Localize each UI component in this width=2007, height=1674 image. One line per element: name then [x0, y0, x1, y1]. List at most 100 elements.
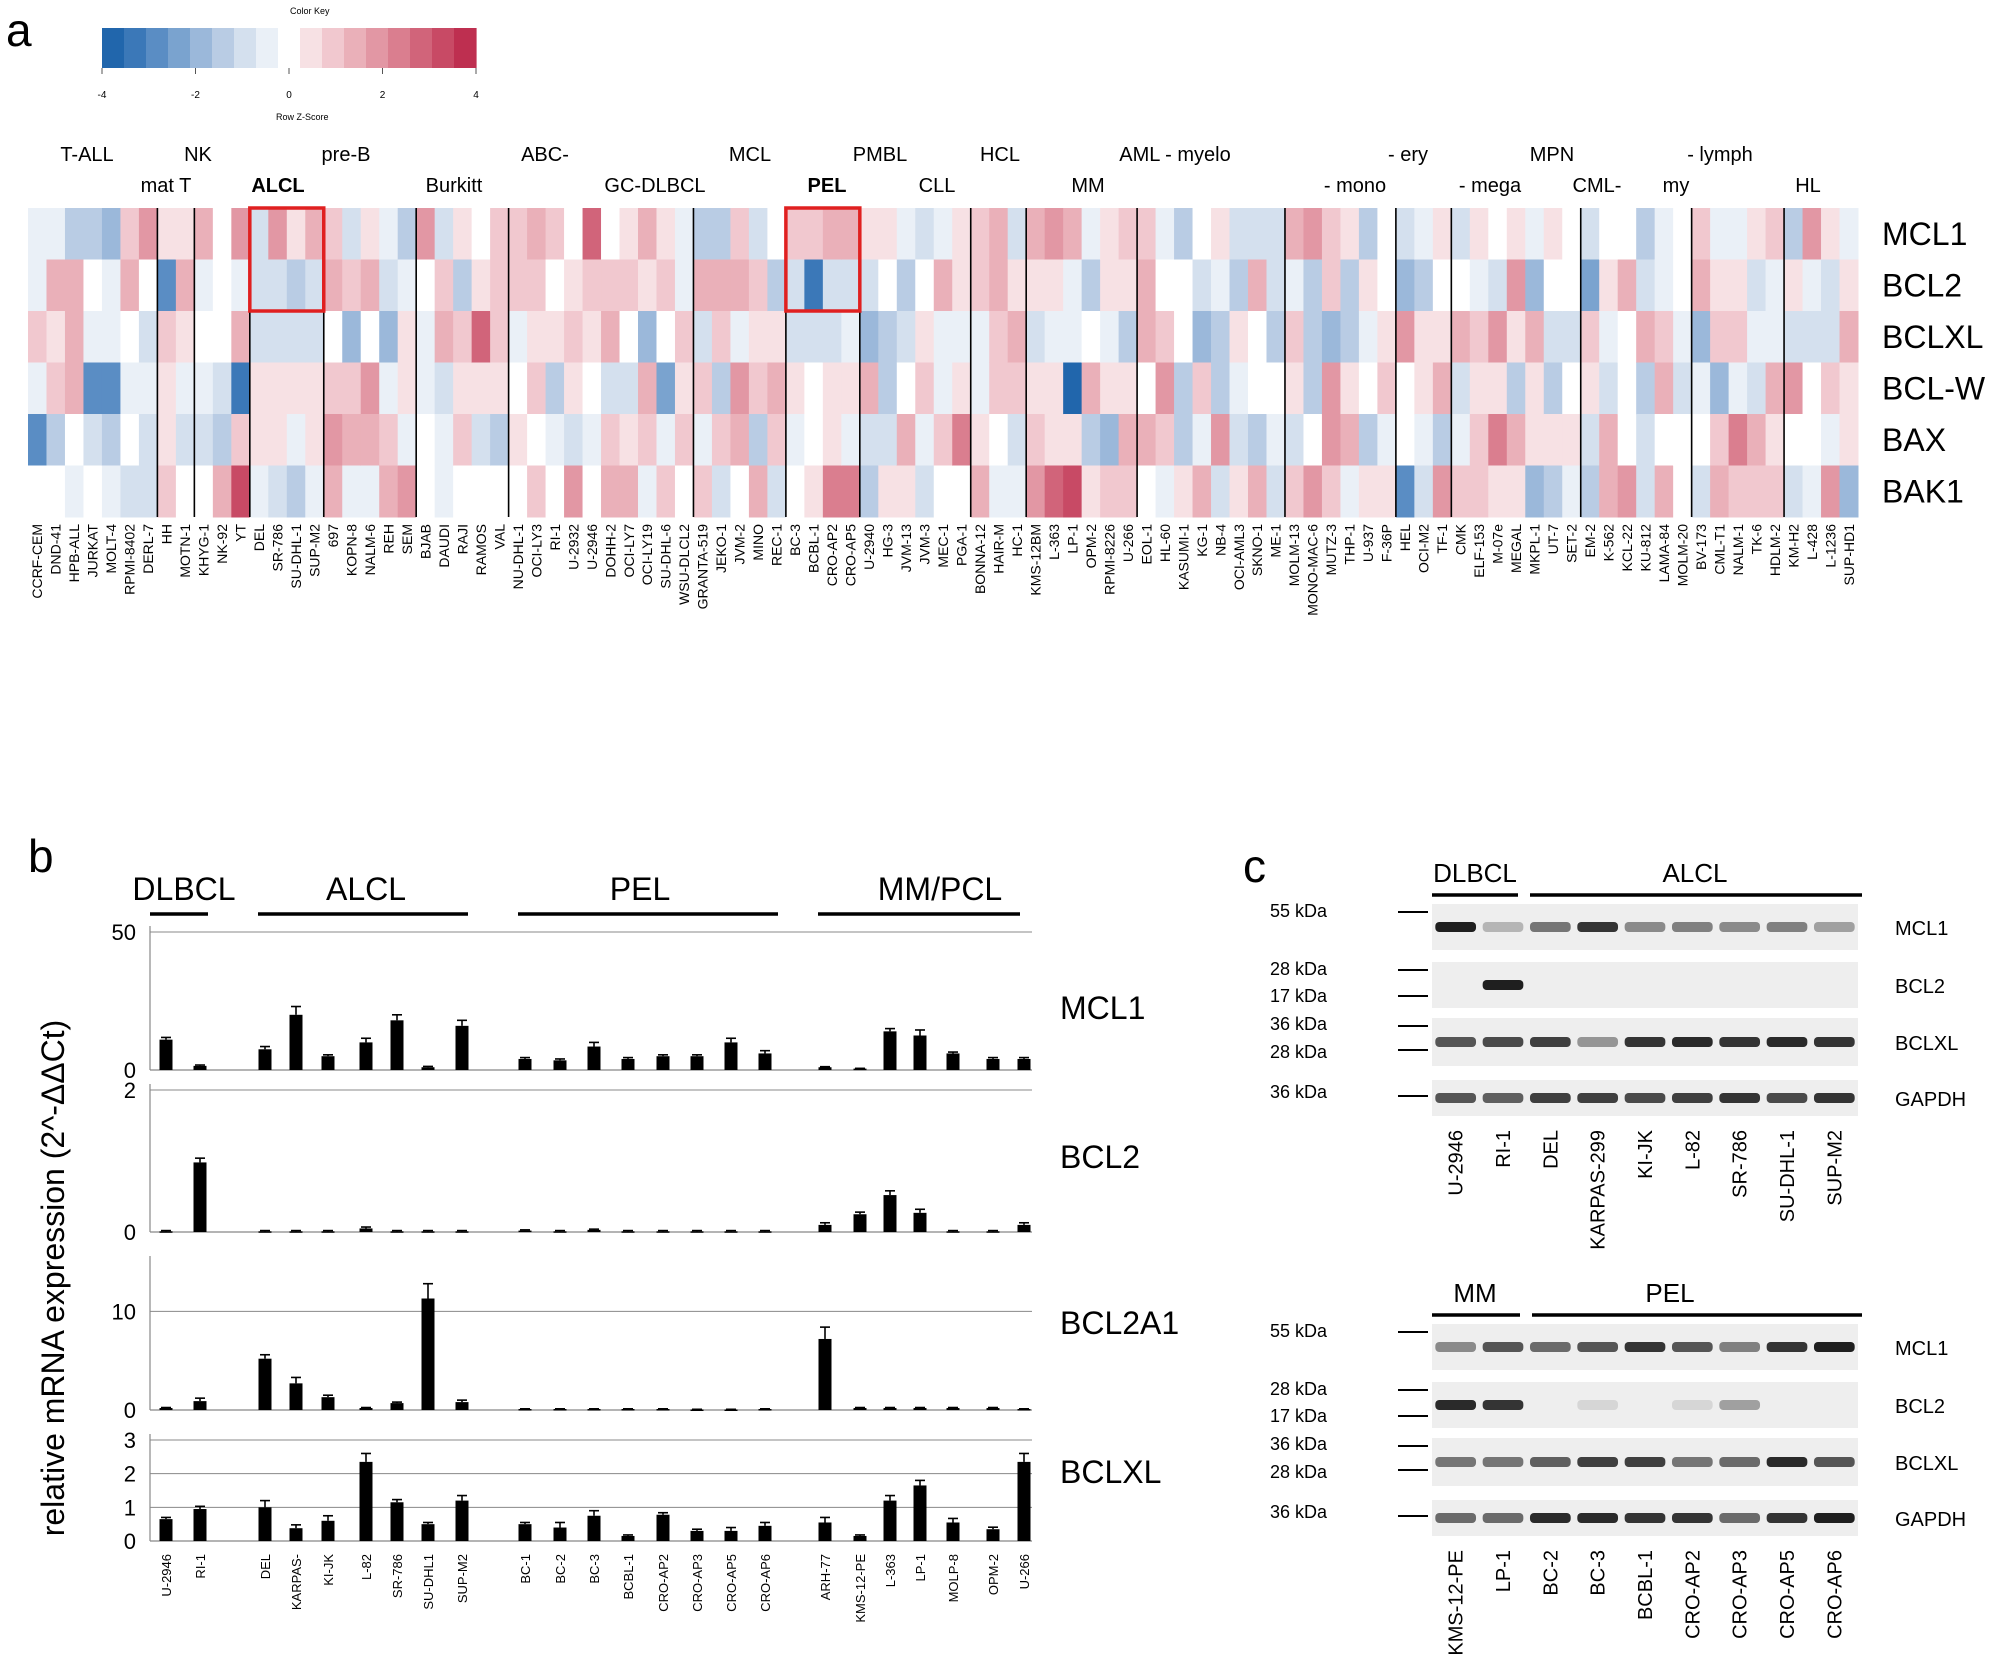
bar — [913, 1212, 927, 1232]
heatmap-cell — [711, 259, 731, 312]
heatmap-cell — [1081, 208, 1101, 260]
bar — [553, 1060, 567, 1070]
bar — [986, 1408, 1000, 1410]
heatmap-cell-line-label: MKPL-1 — [1527, 524, 1543, 575]
heatmap-cell — [83, 362, 103, 415]
blot-strip-bcl2: BCL2 — [1432, 962, 1945, 1008]
color-key-ticks: -4 -2 0 2 4 — [98, 68, 479, 101]
bar — [518, 1230, 532, 1233]
heatmap-cell — [767, 465, 787, 518]
heatmap-cell — [989, 465, 1009, 518]
bar — [690, 1056, 704, 1070]
bar — [321, 1397, 335, 1410]
y-tick-label: 0 — [124, 1058, 136, 1083]
heatmap-cell — [1081, 311, 1101, 363]
bar — [946, 1408, 960, 1410]
panel-b-label: b — [28, 830, 54, 882]
heatmap-cell-line-label: PGA-1 — [953, 524, 969, 566]
heatmap-cell — [268, 311, 288, 363]
heatmap-cell — [434, 208, 454, 260]
heatmap-cell — [397, 414, 417, 466]
heatmap-cell — [1063, 259, 1083, 312]
heatmap-cell-line-label: SU-DHL-1 — [288, 524, 304, 589]
blot-marker-label: 36 kDa — [1270, 1014, 1328, 1034]
heatmap-cell — [1340, 208, 1360, 260]
heatmap-cell — [1174, 259, 1194, 312]
heatmap-cell-line-label: KMS-12BM — [1027, 524, 1043, 596]
heatmap-cell — [1821, 259, 1841, 312]
heatmap-cell-line-label: SEM — [399, 524, 415, 554]
color-key-swatch — [256, 28, 279, 68]
bar — [621, 1409, 635, 1411]
heatmap-cell — [1710, 465, 1730, 518]
bar — [193, 1509, 207, 1541]
heatmap-cell — [748, 259, 768, 312]
blot-marker-label: 55 kDa — [1270, 901, 1328, 921]
heatmap-cell — [471, 465, 491, 518]
category-label: ARH-77 — [818, 1554, 833, 1600]
heatmap-gene-label: BCLXL — [1882, 319, 1983, 355]
heatmap-cell — [1691, 259, 1711, 312]
heatmap-cell — [175, 362, 195, 415]
heatmap-cell — [1839, 465, 1859, 518]
heatmap-cell-line-label: U-266 — [1120, 524, 1136, 562]
heatmap-cell — [323, 311, 343, 363]
bar — [359, 1461, 373, 1541]
heatmap-cell — [785, 311, 805, 363]
heatmap-cell — [933, 311, 953, 363]
heatmap-cell — [490, 259, 510, 312]
heatmap-cell — [1728, 465, 1748, 518]
blot-band — [1719, 1093, 1761, 1103]
heatmap-cell — [1377, 362, 1397, 415]
heatmap-cell — [1211, 259, 1231, 312]
heatmap-cell — [1395, 465, 1415, 518]
heatmap-cell — [1747, 362, 1767, 415]
heatmap-cell — [785, 362, 805, 415]
heatmap-cell — [471, 208, 491, 260]
heatmap-cell — [379, 208, 399, 260]
heatmap-cell — [1747, 259, 1767, 312]
color-key-tick: 4 — [473, 90, 479, 101]
heatmap-cell — [1469, 465, 1489, 518]
heatmap-cell — [767, 362, 787, 415]
heatmap-cell-line-labels: CCRF-CEM DND-41 HPB-ALL JURKAT MOLT-4 RPMI-84… — [29, 523, 1857, 615]
heatmap-cell-line-label: JEKO-1 — [713, 524, 729, 573]
heatmap-gene-label: MCL1 — [1882, 216, 1967, 252]
heatmap-cell — [1321, 414, 1341, 466]
heatmap-group-label: AML - myelo — [1119, 144, 1231, 166]
heatmap-cell — [138, 311, 158, 363]
heatmap-cell — [582, 311, 602, 363]
color-key-tick: 0 — [286, 90, 292, 101]
heatmap-cell — [1007, 259, 1027, 312]
heatmap-cell — [138, 362, 158, 415]
heatmap-cell-line-label: WSU-DLCL2 — [676, 524, 692, 605]
heatmap-cell — [434, 414, 454, 466]
category-label: CRO-AP2 — [656, 1554, 671, 1612]
heatmap-cell — [379, 465, 399, 518]
blot-band — [1671, 1400, 1713, 1410]
heatmap-cell — [1192, 362, 1212, 415]
heatmap-cell — [1469, 311, 1489, 363]
heatmap-cell — [453, 362, 473, 415]
heatmap-cell — [878, 259, 898, 312]
heatmap-cell — [1802, 259, 1822, 312]
heatmap-cell — [1506, 362, 1526, 415]
bar — [390, 1231, 404, 1233]
heatmap-cell — [101, 311, 121, 363]
panel-b-category-labels: U-2946 RI-1 DEL KARPAS- KI-JK L-82 SR-786 SU-DH… — [159, 1554, 1032, 1623]
heatmap-cell-line-label: RAMOS — [473, 524, 489, 575]
blot-strip-mcl1: MCL1 — [1432, 904, 1948, 950]
heatmap-cell — [323, 465, 343, 518]
bar — [986, 1231, 1000, 1233]
blot-band — [1435, 922, 1477, 932]
heatmap-cell — [1284, 414, 1304, 466]
heatmap-group-label: CML- — [1573, 175, 1622, 197]
heatmap-cell-line-label: MOTN-1 — [177, 524, 193, 578]
category-label: OPM-2 — [986, 1554, 1001, 1595]
bar — [758, 1231, 772, 1233]
blot-band — [1813, 1513, 1855, 1523]
bar — [455, 1231, 469, 1233]
heatmap-cell — [1765, 311, 1785, 363]
heatmap-cell — [1303, 465, 1323, 518]
heatmap-cell — [1802, 362, 1822, 415]
